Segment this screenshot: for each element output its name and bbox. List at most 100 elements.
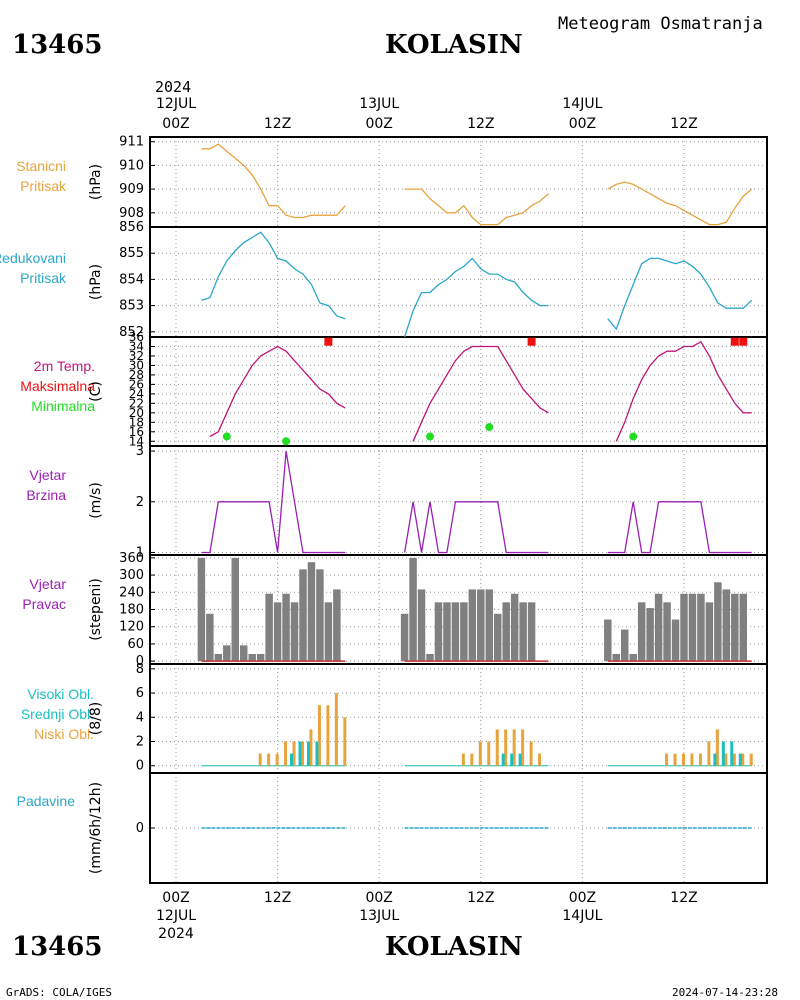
pressure-panel bbox=[149, 136, 768, 228]
tmax-marker bbox=[730, 337, 739, 346]
low-cloud-bar bbox=[487, 741, 491, 766]
precip-frame bbox=[149, 772, 768, 884]
temp-tick-label: 34 bbox=[129, 339, 144, 353]
low-cloud-bar bbox=[258, 753, 262, 766]
wind-dir-bar bbox=[697, 593, 705, 662]
year-label-bottom: 2024 bbox=[158, 926, 194, 942]
render-timestamp: 2024-07-14-23:28 bbox=[672, 986, 778, 999]
mslp-line bbox=[201, 231, 346, 320]
low-cloud-bar bbox=[732, 753, 736, 766]
wind-dir-bar bbox=[527, 602, 536, 662]
pressure-tick-label: 909 bbox=[119, 182, 144, 197]
time-hour-label-bottom: 12Z bbox=[467, 890, 494, 906]
wind-dir-bar bbox=[680, 593, 688, 662]
dir-tick-label: 300 bbox=[119, 568, 144, 583]
wind-dir-bar bbox=[316, 569, 324, 662]
temp-label-line1: 2m Temp. bbox=[33, 358, 95, 374]
time-hour-label-bottom: 00Z bbox=[365, 890, 392, 906]
mid-cloud-bar bbox=[738, 753, 742, 766]
temp-tick-label: 16 bbox=[129, 425, 144, 439]
pressure-label-line1: Stanicni bbox=[16, 158, 66, 174]
low-cloud-bar bbox=[538, 753, 542, 766]
tmin-marker bbox=[629, 432, 638, 441]
low-cloud-bar bbox=[504, 729, 508, 766]
wind-dir-bar bbox=[417, 589, 426, 662]
wind-tick-label: 3 bbox=[136, 444, 144, 459]
mid-cloud-bar bbox=[721, 741, 725, 766]
wind-speed-line bbox=[403, 501, 549, 554]
wind-dir-label-line1: Vjetar bbox=[29, 576, 66, 592]
low-cloud-bar bbox=[334, 693, 338, 766]
low-cloud-bar bbox=[470, 753, 474, 766]
time-date-label-bottom: 14JUL bbox=[562, 908, 602, 924]
time-hour-label-bottom: 12Z bbox=[264, 890, 291, 906]
time-hour-label-top: 12Z bbox=[670, 116, 697, 132]
temp-tick-label: 24 bbox=[129, 387, 144, 401]
wind-dir-bar bbox=[688, 593, 697, 662]
wind-dir-bar bbox=[705, 602, 714, 662]
time-hour-label-bottom: 12Z bbox=[670, 890, 697, 906]
temp-label-line3: Minimalna bbox=[31, 398, 95, 414]
dir-tick-label: 360 bbox=[119, 551, 144, 566]
wind-dir-bar bbox=[282, 593, 290, 662]
wind-frame bbox=[149, 445, 768, 556]
mslp-tick-label: 852 bbox=[119, 325, 144, 340]
wind-dir-bar bbox=[239, 645, 248, 662]
low-cloud-bar bbox=[673, 753, 677, 766]
precip-label-line1: Padavine bbox=[16, 793, 75, 809]
wind-dir-bar bbox=[231, 557, 240, 662]
cloud-label: Visoki Obl. Srednji Obl. Niski Obl. bbox=[21, 684, 94, 744]
wind-dir-bar bbox=[663, 602, 671, 662]
mid-cloud-bar bbox=[290, 753, 294, 766]
temp-tick-label: 18 bbox=[129, 415, 144, 429]
temp-panel bbox=[149, 336, 768, 447]
time-hour-label-top: 12Z bbox=[264, 116, 291, 132]
wind-dir-bar bbox=[265, 593, 273, 662]
mslp-line bbox=[403, 257, 549, 338]
station-id-bottom: 13465 bbox=[12, 932, 103, 962]
grads-credit: GrADS: COLA/IGES bbox=[6, 986, 112, 999]
wind-dir-bar bbox=[299, 569, 307, 662]
mslp-line bbox=[607, 257, 753, 331]
low-cloud-bar bbox=[741, 753, 745, 766]
low-cloud-bar bbox=[665, 753, 669, 766]
low-cloud-bar bbox=[521, 729, 525, 766]
wind-dir-bar bbox=[290, 602, 299, 662]
wind-dir-bar bbox=[629, 653, 637, 662]
mslp-tick-label: 854 bbox=[119, 272, 144, 287]
time-hour-label-top: 00Z bbox=[569, 116, 596, 132]
tmin-marker bbox=[485, 423, 494, 432]
wind-dir-bar bbox=[256, 653, 265, 662]
dir-tick-label: 0 bbox=[136, 654, 144, 669]
wind-dir-bar bbox=[273, 602, 282, 662]
precip-unit-label: (mm/6h/12h) bbox=[88, 782, 104, 874]
temp-tick-label: 30 bbox=[129, 358, 144, 372]
wind-dir-bar bbox=[214, 653, 223, 662]
wind-dir-bar bbox=[434, 602, 443, 662]
dir-unit-label: (stepeni) bbox=[88, 578, 104, 641]
time-hour-label-top: 00Z bbox=[162, 116, 189, 132]
wind-dir-label: Vjetar Pravac bbox=[22, 574, 66, 614]
mid-cloud-bar bbox=[298, 741, 302, 766]
time-date-label-top: 14JUL bbox=[562, 96, 602, 112]
wind-dir-bar bbox=[493, 613, 502, 662]
low-cloud-bar bbox=[682, 753, 685, 766]
cloud-label-low: Niski Obl. bbox=[34, 726, 94, 742]
cloud-tick-label: 0 bbox=[136, 759, 144, 774]
dir-tick-label: 120 bbox=[119, 620, 144, 635]
low-cloud-bar bbox=[326, 705, 330, 766]
wind-dir-bar bbox=[671, 619, 680, 662]
mslp-tick-label: 856 bbox=[119, 220, 144, 235]
chart-subtitle: Meteogram Osmatranja bbox=[558, 14, 763, 34]
station-name-top: KOLASIN bbox=[385, 30, 523, 60]
wind-dir-bar bbox=[731, 593, 739, 662]
pressure-frame bbox=[149, 136, 768, 228]
temp-tick-label: 26 bbox=[129, 377, 144, 391]
low-cloud-bar bbox=[317, 705, 321, 766]
low-cloud-bar bbox=[275, 753, 279, 766]
tmin-marker bbox=[426, 432, 434, 441]
dir-tick-label: 180 bbox=[119, 603, 144, 618]
low-cloud-bar bbox=[749, 753, 753, 766]
wind-speed-line bbox=[201, 450, 346, 554]
pressure-tick-label: 908 bbox=[119, 206, 144, 221]
